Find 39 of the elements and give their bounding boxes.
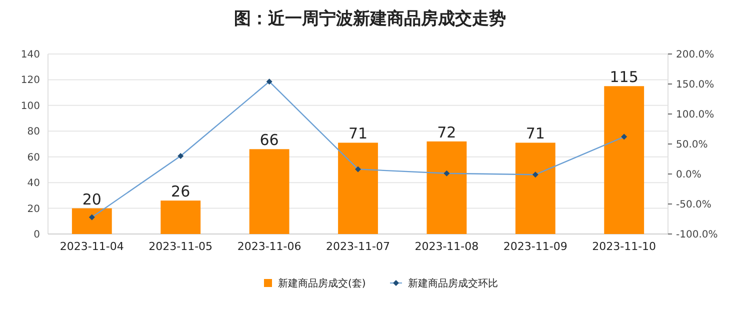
x-tick-label: 2023-11-05 (148, 240, 213, 253)
y-tick-label: 80 (27, 126, 40, 138)
y2-tick-label: 200.0% (676, 50, 714, 60)
chart-title: 图：近一周宁波新建商品房成交走势 (234, 9, 506, 29)
bar (160, 200, 201, 234)
bar (426, 141, 467, 234)
bar (338, 142, 378, 234)
x-tick-label: 2023-11-06 (237, 240, 302, 253)
legend-label: 新建商品房成交环比 (408, 278, 498, 290)
data-label: 72 (437, 123, 456, 142)
data-label: 115 (610, 68, 638, 86)
data-label: 71 (526, 124, 545, 143)
data-label: 26 (171, 182, 190, 201)
bar (604, 86, 644, 234)
x-tick-label: 2023-11-07 (326, 240, 390, 253)
data-label: 71 (348, 124, 368, 143)
y-tick-label: 140 (20, 50, 40, 60)
y-tick-label: 120 (20, 75, 40, 86)
y-tick-label: 20 (27, 204, 40, 215)
y-tick-label: 0 (34, 230, 40, 240)
bar (515, 142, 556, 234)
y-tick-label: 60 (27, 152, 40, 164)
y2-tick-label: 0.0% (676, 170, 702, 180)
x-tick-label: 2023-11-09 (503, 240, 568, 253)
y2-tick-label: 150.0% (676, 80, 714, 90)
data-label: 66 (260, 131, 279, 150)
y2-tick-label: 50.0% (676, 140, 708, 150)
y-tick-label: 100 (20, 100, 40, 112)
y2-tick-label: -100.0% (676, 230, 718, 240)
data-label: 20 (82, 190, 102, 208)
bar (249, 149, 290, 234)
y2-tick-label: 100.0% (676, 110, 714, 120)
x-tick-label: 2023-11-04 (60, 240, 124, 253)
x-tick-label: 2023-11-10 (592, 240, 656, 253)
x-tick-label: 2023-11-08 (414, 240, 479, 253)
legend-label: 新建商品房成交(套) (278, 278, 366, 290)
y2-tick-label: -50.0% (676, 200, 712, 210)
bar (72, 208, 112, 234)
y-tick-label: 40 (27, 178, 40, 190)
